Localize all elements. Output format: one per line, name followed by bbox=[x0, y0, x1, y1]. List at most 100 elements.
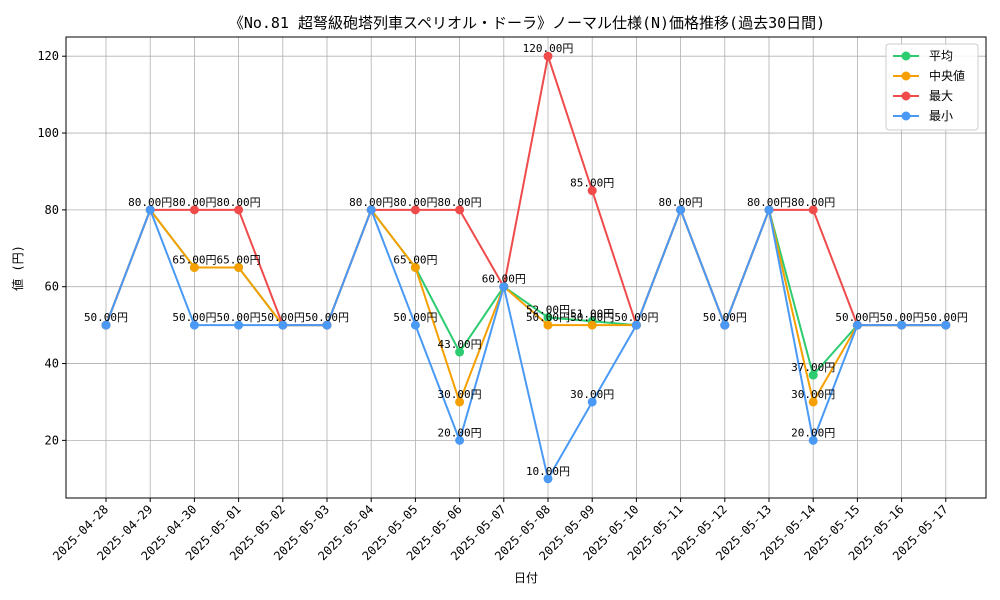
data-point bbox=[543, 320, 553, 330]
legend-label: 最小 bbox=[929, 109, 953, 123]
y-tick-label: 20 bbox=[45, 433, 59, 447]
data-label: 50.00円 bbox=[305, 311, 349, 324]
legend-label: 平均 bbox=[929, 49, 953, 63]
data-label: 50.00円 bbox=[261, 311, 305, 324]
data-point bbox=[587, 320, 597, 330]
data-point bbox=[587, 186, 597, 196]
data-point bbox=[808, 435, 818, 445]
data-point bbox=[764, 205, 774, 215]
data-label: 120.00円 bbox=[523, 42, 574, 55]
y-axis-label: 値 (円) bbox=[10, 245, 25, 291]
legend-marker bbox=[901, 91, 911, 101]
data-point bbox=[455, 397, 465, 407]
data-point bbox=[808, 397, 818, 407]
data-label: 43.00円 bbox=[438, 338, 482, 351]
data-label: 52.00円 bbox=[526, 303, 570, 316]
legend-label: 中央値 bbox=[929, 68, 965, 83]
data-point bbox=[587, 397, 597, 407]
data-label: 30.00円 bbox=[791, 388, 835, 401]
data-label: 80.00円 bbox=[128, 196, 172, 209]
data-point bbox=[410, 205, 420, 215]
data-point bbox=[366, 205, 376, 215]
data-point bbox=[455, 435, 465, 445]
data-label: 50.00円 bbox=[526, 311, 570, 324]
data-label: 50.00円 bbox=[172, 311, 216, 324]
series-line-3 bbox=[105, 208, 946, 480]
data-point bbox=[322, 320, 332, 330]
data-label: 50.00円 bbox=[703, 311, 747, 324]
data-label: 60.00円 bbox=[482, 273, 526, 286]
data-label: 50.00円 bbox=[217, 311, 261, 324]
data-label: 80.00円 bbox=[791, 196, 835, 209]
data-label: 30.00円 bbox=[570, 388, 614, 401]
data-point bbox=[808, 370, 818, 380]
data-label: 50.00円 bbox=[614, 311, 658, 324]
legend-marker bbox=[901, 111, 911, 121]
data-point bbox=[234, 263, 244, 272]
data-label: 80.00円 bbox=[217, 196, 261, 209]
grid bbox=[66, 37, 986, 498]
data-label: 10.00円 bbox=[526, 465, 570, 478]
data-label: 80.00円 bbox=[747, 196, 791, 209]
data-point bbox=[234, 320, 244, 330]
plot-frame bbox=[65, 36, 987, 499]
data-point bbox=[543, 474, 553, 484]
data-point bbox=[897, 320, 907, 330]
data-point bbox=[676, 205, 686, 215]
data-label: 50.00円 bbox=[835, 311, 879, 324]
data-point bbox=[101, 320, 111, 330]
data-label: 51.00円 bbox=[570, 307, 614, 320]
data-label: 30.00円 bbox=[438, 388, 482, 401]
data-point bbox=[543, 51, 553, 61]
legend-marker bbox=[901, 51, 911, 61]
data-label: 85.00円 bbox=[570, 177, 614, 190]
y-tick-label: 100 bbox=[37, 126, 59, 140]
data-point bbox=[278, 320, 288, 330]
data-label: 50.00円 bbox=[570, 311, 614, 324]
data-label: 50.00円 bbox=[393, 311, 437, 324]
data-point bbox=[499, 282, 509, 292]
data-point bbox=[543, 312, 553, 322]
series-lines bbox=[101, 51, 951, 484]
data-point bbox=[720, 320, 730, 330]
data-point bbox=[631, 320, 641, 330]
data-label: 20.00円 bbox=[438, 426, 482, 439]
data-label: 37.00円 bbox=[791, 361, 835, 374]
data-label: 65.00円 bbox=[217, 254, 261, 267]
data-point bbox=[234, 205, 244, 215]
data-point bbox=[852, 320, 862, 330]
data-label: 65.00円 bbox=[172, 254, 216, 267]
series-line-0 bbox=[105, 208, 946, 377]
data-label: 80.00円 bbox=[438, 196, 482, 209]
data-label: 80.00円 bbox=[659, 196, 703, 209]
data-label: 80.00円 bbox=[349, 196, 393, 209]
data-point bbox=[941, 320, 951, 330]
y-tick-label: 120 bbox=[37, 49, 59, 63]
data-label: 50.00円 bbox=[924, 311, 968, 324]
data-point bbox=[410, 263, 420, 272]
y-tick-label: 40 bbox=[45, 357, 59, 371]
series-line-1 bbox=[105, 208, 946, 403]
legend-label: 最大 bbox=[929, 89, 953, 103]
x-axis-label: 日付 bbox=[514, 571, 538, 585]
data-point bbox=[455, 347, 465, 357]
data-point bbox=[455, 205, 465, 215]
y-tick-label: 80 bbox=[45, 203, 59, 217]
data-point bbox=[189, 320, 199, 330]
legend-box bbox=[885, 43, 979, 131]
data-point bbox=[145, 205, 155, 215]
legend-marker bbox=[901, 71, 911, 81]
data-label: 50.00円 bbox=[84, 311, 128, 324]
data-point bbox=[410, 320, 420, 330]
data-label: 20.00円 bbox=[791, 426, 835, 439]
data-point bbox=[808, 205, 818, 215]
axis-ticks: 2025-04-282025-04-292025-04-302025-05-01… bbox=[37, 49, 951, 563]
data-labels: 50.00円 80.00円 65.00円 80.00円 50.00円 65.00円 80.0… bbox=[84, 42, 968, 478]
data-label: 50.00円 bbox=[880, 311, 924, 324]
data-point bbox=[189, 205, 199, 215]
data-point bbox=[189, 263, 199, 272]
series-line-2 bbox=[105, 55, 946, 327]
chart-title: 《No.81 超弩級砲塔列車スペリオル・ドーラ》ノーマル仕様(N)価格推移(過去… bbox=[229, 14, 825, 32]
